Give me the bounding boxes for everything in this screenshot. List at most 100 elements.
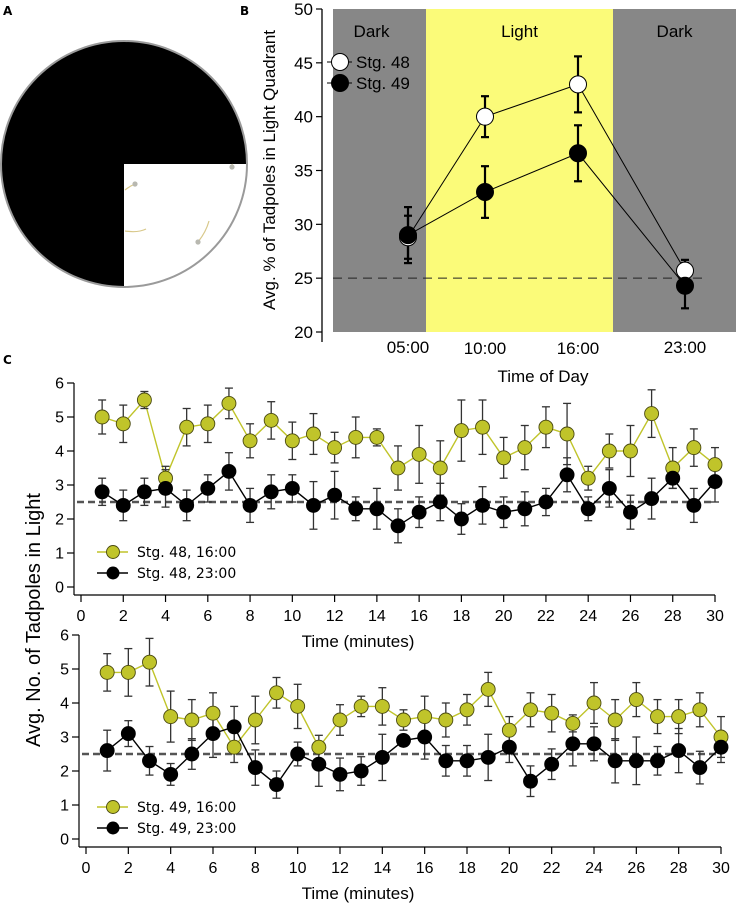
chart-b: Dark Light Dark 20 25 30 35 40 45 50 Avg. % of Tad… — [260, 0, 736, 386]
data-point-23h — [459, 753, 475, 769]
data-point-16h — [601, 443, 617, 459]
region-label: Dark — [354, 22, 390, 41]
y-tick-label: 1 — [55, 546, 64, 563]
x-tick-label: 6 — [203, 608, 212, 625]
y-tick-label: 3 — [55, 478, 64, 495]
data-point-stg49 — [476, 183, 494, 202]
tadpole — [229, 163, 235, 170]
x-tick-label: 8 — [246, 608, 255, 625]
data-point-16h — [290, 698, 306, 714]
data-point-stg49 — [676, 276, 694, 295]
y-tick-label: 0 — [55, 580, 64, 597]
data-point-23h — [269, 777, 284, 793]
x-tick-label: 14 — [368, 608, 386, 625]
y-tick-label: 2 — [60, 764, 69, 781]
data-point-16h — [353, 698, 369, 714]
data-point-16h — [650, 709, 665, 725]
data-point-16h — [136, 392, 152, 408]
arena-light-quadrant — [124, 164, 247, 287]
x-tick-label: 6 — [209, 860, 218, 877]
data-point-23h — [179, 497, 195, 513]
data-point-16h — [142, 654, 157, 670]
data-point-16h — [163, 709, 179, 725]
data-point-16h — [480, 681, 496, 697]
series-line — [101, 470, 716, 527]
y-tick-label: 5 — [55, 410, 64, 427]
data-point-16h — [544, 705, 560, 721]
x-tick-label: 05:00 — [387, 338, 430, 357]
data-point-16h — [179, 419, 195, 435]
y-tick-label: 35 — [294, 162, 313, 181]
data-point-16h — [226, 739, 242, 755]
y-tick-label: 20 — [294, 323, 313, 342]
data-point-16h — [438, 712, 454, 728]
legend-marker — [106, 800, 120, 814]
data-point-23h — [396, 732, 411, 748]
data-point-16h — [644, 406, 660, 422]
data-point-16h — [94, 409, 110, 425]
data-point-23h — [580, 501, 596, 517]
data-point-16h — [453, 423, 469, 439]
x-tick-label: 4 — [161, 608, 170, 625]
data-point-16h — [692, 702, 708, 718]
data-point-16h — [348, 429, 364, 445]
legend-c: Stg. 49, 16:00 Stg. 49, 23:00 — [97, 800, 236, 837]
legend-marker — [106, 545, 120, 559]
data-point-23h — [544, 756, 560, 772]
x-tick-label: 23:00 — [664, 338, 707, 357]
series-line — [407, 83, 686, 271]
y-tick-label: 30 — [294, 215, 313, 234]
data-point-16h — [115, 416, 131, 432]
x-tick-label: 4 — [166, 860, 175, 877]
x-tick-label: 20 — [500, 860, 518, 877]
data-point-23h — [163, 766, 179, 782]
data-point-23h — [369, 501, 385, 517]
x-tick-label: 0 — [82, 860, 91, 877]
data-point-23h — [158, 480, 173, 496]
x-tick-label: 18 — [453, 608, 471, 625]
data-point-23h — [247, 760, 263, 776]
data-point-23h — [601, 480, 617, 496]
y-tick-label: 6 — [60, 628, 69, 645]
data-point-16h — [565, 715, 581, 731]
data-point-16h — [396, 712, 411, 728]
x-tick-label: 8 — [251, 860, 260, 877]
y-tick-label: 2 — [55, 512, 64, 529]
x-tick-label: 16 — [410, 608, 428, 625]
data-point-23h — [707, 474, 723, 490]
data-point-16h — [628, 692, 644, 708]
data-point-16h — [586, 695, 602, 711]
data-point-23h — [565, 736, 581, 752]
x-tick-label: 30 — [706, 608, 724, 625]
data-point-23h — [348, 501, 364, 517]
data-point-23h — [94, 484, 110, 500]
background-region-light — [426, 9, 613, 332]
legend-marker — [106, 566, 120, 580]
y-tick-label: 4 — [60, 696, 69, 713]
data-point-16h — [501, 722, 517, 738]
legend-marker — [331, 74, 349, 92]
data-point-16h — [327, 440, 343, 456]
data-point-23h — [184, 746, 200, 762]
data-point-16h — [411, 446, 427, 462]
x-tick-label: 24 — [585, 860, 603, 877]
data-point-23h — [311, 756, 327, 772]
y-tick-label: 40 — [294, 108, 313, 127]
data-point-23h — [290, 746, 306, 762]
y-tick-label: 25 — [294, 269, 313, 288]
data-point-16h — [221, 395, 237, 411]
arena-rim — [0, 40, 248, 288]
data-point-23h — [353, 763, 369, 779]
data-point-16h — [269, 685, 284, 701]
legend-marker — [331, 53, 349, 71]
y-tick-label: 1 — [60, 798, 69, 815]
data-point-23h — [226, 719, 242, 735]
data-point-16h — [538, 419, 554, 435]
data-point-16h — [306, 426, 321, 442]
data-point-23h — [200, 480, 216, 496]
data-point-23h — [284, 480, 300, 496]
data-point-stg49 — [569, 144, 587, 163]
data-point-16h — [417, 709, 433, 725]
data-point-23h — [480, 749, 496, 765]
